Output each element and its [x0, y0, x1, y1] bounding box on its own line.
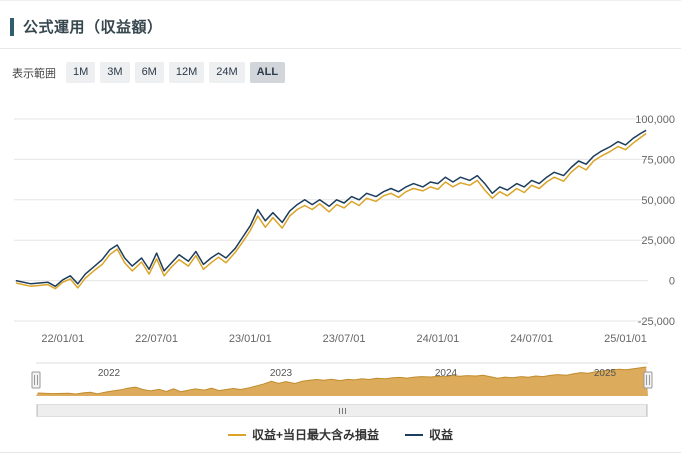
title-accent-bar [10, 17, 14, 36]
legend-item-profit-with-drawdown[interactable]: 収益+当日最大含み損益 [227, 426, 379, 443]
x-axis-label: 24/07/01 [510, 333, 553, 345]
x-axis-label: 25/01/01 [604, 333, 647, 345]
range-buttons-group: 1M 3M 6M 12M 24M ALL [66, 62, 290, 83]
navigator-year-label: 2022 [98, 368, 121, 379]
y-axis-label: 100,000 [635, 114, 675, 126]
legend-label: 収益+当日最大含み損益 [251, 428, 379, 442]
x-axis-label: 22/01/01 [41, 333, 84, 345]
range-selector-label: 表示範囲 [12, 67, 56, 80]
y-axis-label: 0 [669, 276, 675, 288]
y-axis-label: 50,000 [641, 195, 675, 207]
page-title: 公式運用（収益額） [23, 19, 163, 36]
range-button-1m[interactable]: 1M [66, 62, 96, 83]
series-line-0 [15, 132, 647, 290]
x-axis-label: 22/07/01 [135, 333, 178, 345]
legend-item-profit[interactable]: 収益 [405, 426, 453, 443]
legend-marker-line-icon [227, 433, 246, 436]
navigator-handle-right[interactable] [643, 371, 653, 389]
main-chart-svg[interactable]: -25,000 0 25,000 50,000 75,000 100,000 22/01/0… [0, 85, 681, 357]
scrollbar-grip-icon [338, 407, 346, 414]
series-line-1 [15, 129, 647, 288]
navigator-area [36, 367, 648, 396]
navigator-line [37, 366, 647, 395]
range-selector: 表示範囲 1M 3M 6M 12M 24M ALL [12, 62, 681, 83]
navigator-year-label: 2025 [594, 368, 617, 379]
navigator[interactable]: 2022 2023 2024 2025 [0, 362, 681, 403]
legend-label: 収益 [429, 428, 454, 442]
y-axis-label: -25,000 [638, 316, 675, 328]
range-button-3m[interactable]: 3M [100, 62, 130, 83]
navigator-year-label: 2023 [270, 368, 293, 379]
chart-legend: 収益+当日最大含み損益 収益 [0, 426, 681, 443]
range-button-12m[interactable]: 12M [168, 62, 205, 83]
navigator-year-label: 2024 [435, 368, 458, 379]
scrollbar-thumb[interactable] [37, 405, 647, 416]
range-button-24m[interactable]: 24M [209, 62, 245, 83]
navigator-svg[interactable]: 2022 2023 2024 2025 [0, 362, 681, 398]
range-button-6m[interactable]: 6M [134, 62, 164, 83]
x-axis-label: 23/07/01 [323, 333, 366, 345]
legend-marker-line-icon [405, 433, 423, 436]
main-chart-area[interactable]: -25,000 0 25,000 50,000 75,000 100,000 22/01/0… [0, 85, 681, 362]
y-axis-label: 25,000 [641, 235, 675, 247]
y-axis-label: 75,000 [641, 154, 675, 166]
navigator-handle-left[interactable] [31, 371, 41, 389]
widget-header: 公式運用（収益額） [0, 1, 681, 49]
scrollbar[interactable] [36, 404, 648, 417]
x-axis-label: 24/01/01 [416, 333, 459, 345]
x-axis-label: 23/01/01 [229, 333, 272, 345]
range-button-all[interactable]: ALL [249, 62, 286, 83]
